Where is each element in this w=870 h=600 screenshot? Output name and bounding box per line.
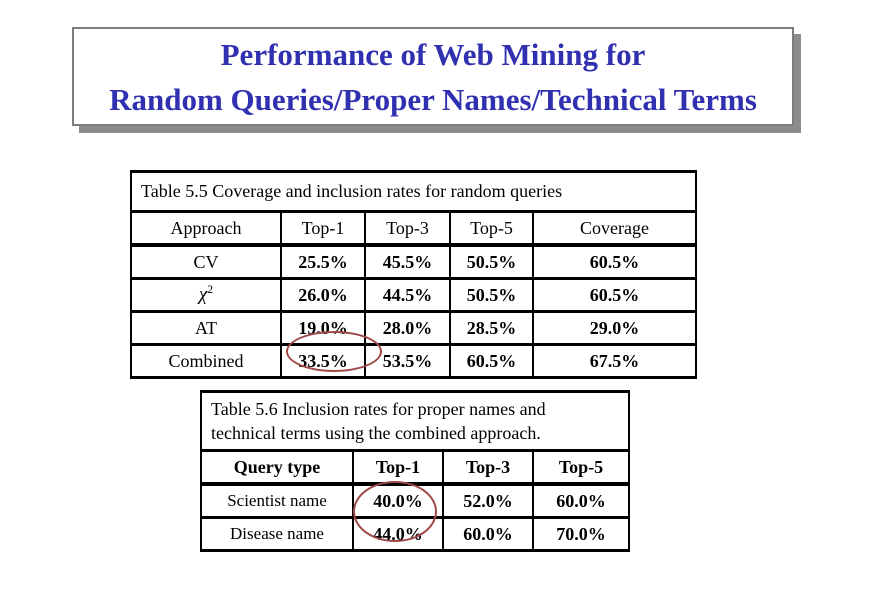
table-row-chi-squared: χ2 26.0% 44.5% 50.5% 60.5% — [130, 277, 698, 313]
table-5-5-caption: Table 5.5 Coverage and inclusion rates f… — [129, 170, 698, 213]
table-5-6-header-row: Query type Top-1 Top-3 Top-5 — [200, 449, 631, 486]
table-row-scientist-name: Scientist name 40.0% 52.0% 60.0% — [200, 482, 631, 519]
chi-symbol: χ — [198, 284, 208, 305]
cell-cv-top3: 45.5% — [364, 243, 451, 280]
table-5-6-caption: Table 5.6 Inclusion rates for proper nam… — [199, 390, 631, 452]
col-header-top5: Top-5 — [531, 449, 631, 486]
cell-combined-top5: 60.5% — [449, 343, 534, 379]
col-header-top1: Top-1 — [280, 210, 366, 247]
title-line-1: Performance of Web Mining for — [220, 36, 646, 72]
cell-at-top3: 28.0% — [364, 310, 451, 346]
table-row-combined: Combined 33.5% 53.5% 60.5% 67.5% — [130, 343, 698, 379]
row-label-cv: CV — [130, 243, 282, 280]
table-5-6-caption-line-1: Table 5.6 Inclusion rates for proper nam… — [211, 399, 546, 419]
col-header-top3: Top-3 — [442, 449, 534, 486]
cell-chi-top5: 50.5% — [449, 277, 534, 313]
col-header-top5: Top-5 — [449, 210, 534, 247]
table-row-disease-name: Disease name 44.0% 60.0% 70.0% — [200, 516, 631, 552]
row-label-at: AT — [130, 310, 282, 346]
table-5-6-caption-row: Table 5.6 Inclusion rates for proper nam… — [199, 390, 631, 452]
table-5-6-caption-line-2: technical terms using the combined appro… — [211, 423, 541, 443]
cell-at-top5: 28.5% — [449, 310, 534, 346]
table-5-5-header-row: Approach Top-1 Top-3 Top-5 Coverage — [130, 210, 698, 247]
cell-disease-top5: 70.0% — [531, 516, 631, 552]
col-header-approach: Approach — [130, 210, 282, 247]
cell-disease-top3: 60.0% — [442, 516, 534, 552]
cell-combined-top1: 33.5% — [280, 343, 366, 379]
table-5-5-caption-row: Table 5.5 Coverage and inclusion rates f… — [129, 170, 698, 213]
table-row-cv: CV 25.5% 45.5% 50.5% 60.5% — [130, 243, 698, 280]
title-line-2: Random Queries/Proper Names/Technical Te… — [109, 81, 757, 117]
cell-combined-coverage: 67.5% — [531, 343, 698, 379]
row-label-scientist-name: Scientist name — [200, 482, 354, 519]
cell-combined-top3: 53.5% — [364, 343, 451, 379]
title-box: Performance of Web Mining for Random Que… — [72, 27, 794, 126]
table-5-6: Table 5.6 Inclusion rates for proper nam… — [199, 390, 631, 552]
col-header-query-type: Query type — [200, 449, 354, 486]
col-header-top1: Top-1 — [352, 449, 444, 486]
cell-chi-top1: 26.0% — [280, 277, 366, 313]
chi-superscript: 2 — [207, 282, 214, 296]
cell-scientist-top5: 60.0% — [531, 482, 631, 519]
table-row-at: AT 19.0% 28.0% 28.5% 29.0% — [130, 310, 698, 346]
cell-scientist-top3: 52.0% — [442, 482, 534, 519]
row-label-chi-squared: χ2 — [130, 277, 282, 313]
col-header-top3: Top-3 — [364, 210, 451, 247]
col-header-coverage: Coverage — [531, 210, 698, 247]
cell-disease-top1: 44.0% — [352, 516, 444, 552]
cell-cv-coverage: 60.5% — [531, 243, 698, 280]
cell-cv-top5: 50.5% — [449, 243, 534, 280]
cell-at-top1: 19.0% — [280, 310, 366, 346]
cell-cv-top1: 25.5% — [280, 243, 366, 280]
cell-chi-coverage: 60.5% — [531, 277, 698, 313]
cell-at-coverage: 29.0% — [531, 310, 698, 346]
row-label-disease-name: Disease name — [200, 516, 354, 552]
table-5-5: Table 5.5 Coverage and inclusion rates f… — [129, 170, 698, 379]
cell-chi-top3: 44.5% — [364, 277, 451, 313]
cell-scientist-top1: 40.0% — [352, 482, 444, 519]
row-label-combined: Combined — [130, 343, 282, 379]
